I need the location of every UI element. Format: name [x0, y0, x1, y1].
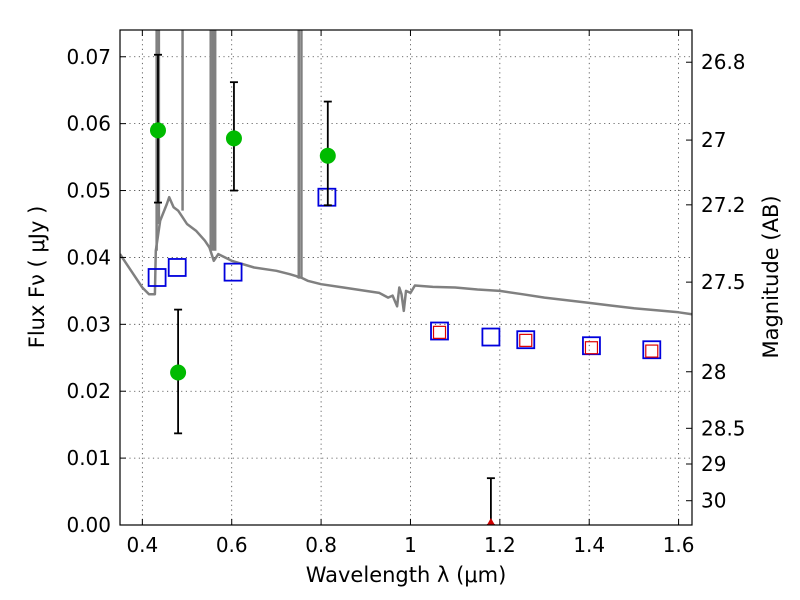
y-tick-label: 0.02: [66, 379, 111, 403]
model-photometry-square: [516, 330, 536, 350]
x-tick-label: 0.8: [305, 533, 337, 557]
y-tick-label: 0.00: [66, 513, 111, 537]
observed-flux-point: [225, 130, 242, 147]
x-tick-label: 0.4: [126, 533, 158, 557]
x-tick-label: 1.6: [663, 533, 695, 557]
x-tick-label: 1.2: [484, 533, 516, 557]
grid: [120, 30, 692, 526]
nir-photometry-square: [645, 344, 659, 358]
model-photometry-square: [481, 327, 501, 347]
right-tick-label: 28.5: [701, 416, 746, 440]
upper-limit-marker: [486, 518, 495, 525]
model-photometry-square: [223, 262, 243, 282]
plot-frame: [119, 29, 693, 526]
right-tick-label: 27: [701, 128, 726, 152]
x-tick-label: 0.6: [216, 533, 248, 557]
model-photometry-square: [167, 258, 187, 277]
model-photometry-square: [430, 321, 449, 341]
model-sed-line: [120, 195, 692, 316]
observed-flux-point: [170, 364, 187, 381]
x-tick-label: 1: [404, 533, 417, 557]
right-tick-label: 27.2: [701, 193, 746, 217]
model-photometry-square: [642, 340, 662, 360]
y-axis-title: Flux Fν ( μJy ): [25, 206, 49, 349]
plot-area: [120, 30, 692, 525]
x-axis-title: Wavelength λ (μm): [306, 563, 507, 587]
y-tick-label: 0.06: [66, 112, 111, 136]
right-tick-label: 27.5: [701, 270, 746, 294]
nir-photometry-square: [584, 341, 599, 355]
model-photometry-square: [147, 268, 167, 287]
observed-flux-point: [149, 122, 166, 139]
y-tick-label: 0.01: [66, 446, 111, 470]
right-tick-label: 28: [701, 360, 726, 384]
nir-photometry-square: [432, 325, 447, 339]
axes: 0.4 0.6 0.8 1 1.2 1.4 1.6 0.00 0.01 0.02 0.03 0.04 0…: [66, 30, 746, 557]
right-tick-label: 29: [701, 452, 726, 476]
y-tick-label: 0.05: [66, 179, 111, 203]
y-tick-label: 0.04: [66, 245, 111, 269]
y-tick-label: 0.07: [66, 45, 111, 69]
observed-flux-point: [319, 147, 336, 164]
nir-photometry-square: [519, 333, 533, 347]
right-axis-title: Magnitude (AB): [759, 195, 783, 358]
right-tick-label: 30: [701, 489, 726, 513]
y-tick-label: 0.03: [66, 312, 111, 336]
right-tick-label: 26.8: [701, 50, 746, 74]
x-tick-label: 1.4: [573, 533, 605, 557]
